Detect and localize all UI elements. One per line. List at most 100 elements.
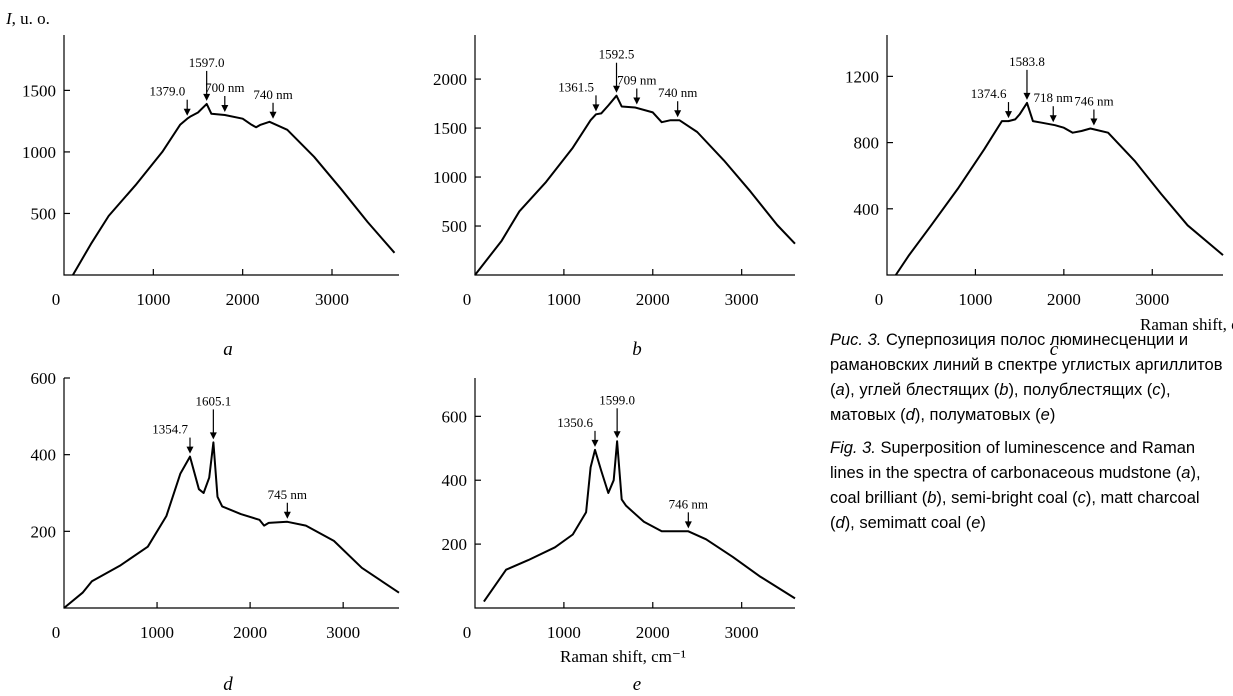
peak-annotation: 1599.0: [599, 392, 635, 439]
peak-annotation: 1583.8: [1009, 54, 1045, 100]
annotation-arrow-head: [613, 85, 621, 93]
caption-english: Fig. 3. Superposition of luminescence an…: [830, 436, 1225, 536]
figure-caption: Рис. 3. Суперпозиция полос люминесценции…: [830, 328, 1225, 544]
x-tick-label: 2000: [1047, 290, 1081, 309]
annotation-label: 1583.8: [1009, 54, 1045, 69]
caption-en-text: Superposition of luminescence and Raman …: [830, 439, 1201, 532]
peak-annotation: 740 nm: [658, 85, 697, 118]
chart-panel-a: 0 1000 2000 3000 500 1000 1500 1379.0 1597.0 700 …: [5, 9, 399, 360]
peak-annotation: 746 nm: [1074, 94, 1114, 126]
peak-annotation: 700 nm: [205, 80, 244, 112]
x-tick-label: 2000: [636, 623, 670, 642]
annotation-label: 1379.0: [149, 84, 185, 99]
spectrum-line: [63, 441, 400, 609]
panel-letter: b: [632, 339, 642, 360]
annotation-label: 718 nm: [1034, 90, 1073, 105]
annotation-arrow-head: [633, 97, 641, 105]
y-tick-label: 1000: [433, 168, 467, 187]
annotation-arrow-head: [1090, 118, 1098, 126]
annotation-label: 745 nm: [268, 487, 307, 502]
peak-annotation: 718 nm: [1034, 90, 1073, 123]
annotation-arrow-head: [183, 108, 191, 116]
x-tick-label: 3000: [725, 623, 759, 642]
chart-panel-d: 0 1000 2000 3000 200 400 600 1354.7 1605.1 745 nm…: [31, 369, 400, 695]
chart-panel-b: 0 1000 2000 3000 500 1000 1500 2000 1361.5 1592.5…: [433, 35, 796, 360]
annotation-arrow-head: [209, 432, 217, 440]
x-tick-label: 0: [463, 290, 472, 309]
annotation-label: 1592.5: [599, 47, 635, 62]
x-tick-label: 3000: [725, 290, 759, 309]
x-tick-label: 2000: [226, 290, 260, 309]
y-tick-label: 500: [442, 217, 468, 236]
panel-letter: d: [223, 674, 233, 695]
panel-letter: e: [633, 674, 641, 695]
chart-panel-e: 0 1000 2000 3000 200 400 600 1350.6 1599.0 746 nm…: [442, 378, 796, 695]
peak-annotation: 740 nm: [253, 87, 293, 119]
y-tick-label: 1500: [433, 119, 467, 138]
annotation-arrow-head: [1023, 92, 1031, 100]
annotation-label: 1599.0: [599, 392, 635, 407]
annotation-label: 740 nm: [253, 87, 292, 102]
x-tick-label: 0: [463, 623, 472, 642]
x-tick-label: 3000: [326, 623, 360, 642]
x-tick-label: 1000: [547, 290, 581, 309]
caption-ru-label: Рис. 3.: [830, 331, 882, 349]
annotation-arrow-head: [674, 110, 682, 118]
peak-annotation: 1354.7: [152, 422, 194, 454]
x-tick-label: 0: [875, 290, 884, 309]
annotation-arrow-head: [1049, 115, 1057, 123]
y-tick-label: 400: [442, 471, 468, 490]
x-tick-label: 1000: [136, 290, 170, 309]
axis-lines: [63, 378, 399, 609]
y-tick-label: 200: [442, 535, 468, 554]
annotation-arrow-head: [684, 521, 692, 529]
spectrum-line: [474, 94, 796, 276]
annotation-arrow-head: [283, 511, 291, 519]
peak-annotation: 746 nm: [669, 496, 708, 529]
y-tick-label: 1200: [845, 67, 879, 86]
peak-annotation: 1592.5: [599, 47, 635, 93]
annotation-label: 746 nm: [1074, 94, 1113, 109]
y-tick-label: 400: [31, 446, 57, 465]
peak-annotation: 1361.5: [558, 79, 600, 112]
x-tick-label: 3000: [1135, 290, 1169, 309]
annotation-arrow-head: [269, 111, 277, 119]
annotation-label: 746 nm: [669, 496, 708, 511]
x-axis-label: Raman shift, cm⁻¹: [560, 647, 686, 666]
y-tick-label: 2000: [433, 70, 467, 89]
annotation-arrow-head: [591, 439, 599, 447]
annotation-arrow-head: [1004, 111, 1012, 119]
y-tick-label: 1000: [22, 143, 56, 162]
chart-panel-c: 0 1000 2000 3000 400 800 1200 1374.6 1583.8 718 n…: [845, 35, 1233, 360]
x-tick-label: 1000: [140, 623, 174, 642]
annotation-label: 1354.7: [152, 422, 188, 437]
x-axis-label: Raman shift, cm⁻¹: [1140, 315, 1233, 334]
x-tick-label: 2000: [636, 290, 670, 309]
peak-annotation: 1374.6: [971, 86, 1012, 119]
y-tick-label: 200: [31, 522, 57, 541]
caption-ru-text: Суперпозиция полос люминесценции и раман…: [830, 331, 1223, 424]
annotation-label: 740 nm: [658, 85, 697, 100]
annotation-label: 1350.6: [557, 415, 593, 430]
annotation-arrow-head: [592, 104, 600, 112]
y-tick-label: 400: [854, 200, 880, 219]
y-tick-label: 800: [854, 134, 880, 153]
y-tick-label: 600: [442, 407, 468, 426]
x-tick-label: 1000: [958, 290, 992, 309]
peak-annotation: 1379.0: [149, 84, 191, 116]
panel-letter: c: [1050, 339, 1059, 360]
spectrum-line: [72, 102, 396, 276]
annotation-label: 1361.5: [558, 79, 594, 94]
annotation-label: 709 nm: [617, 72, 656, 87]
annotation-label: 1374.6: [971, 86, 1007, 101]
x-tick-label: 2000: [233, 623, 267, 642]
axis-lines: [63, 35, 399, 276]
annotation-arrow-head: [613, 431, 621, 439]
y-axis-label: I, u. o.: [5, 9, 50, 28]
y-tick-label: 600: [31, 369, 57, 388]
annotation-label: 700 nm: [205, 80, 244, 95]
spectrum-line: [894, 101, 1224, 276]
caption-russian: Рис. 3. Суперпозиция полос люминесценции…: [830, 328, 1225, 428]
annotation-label: 1597.0: [189, 55, 225, 70]
